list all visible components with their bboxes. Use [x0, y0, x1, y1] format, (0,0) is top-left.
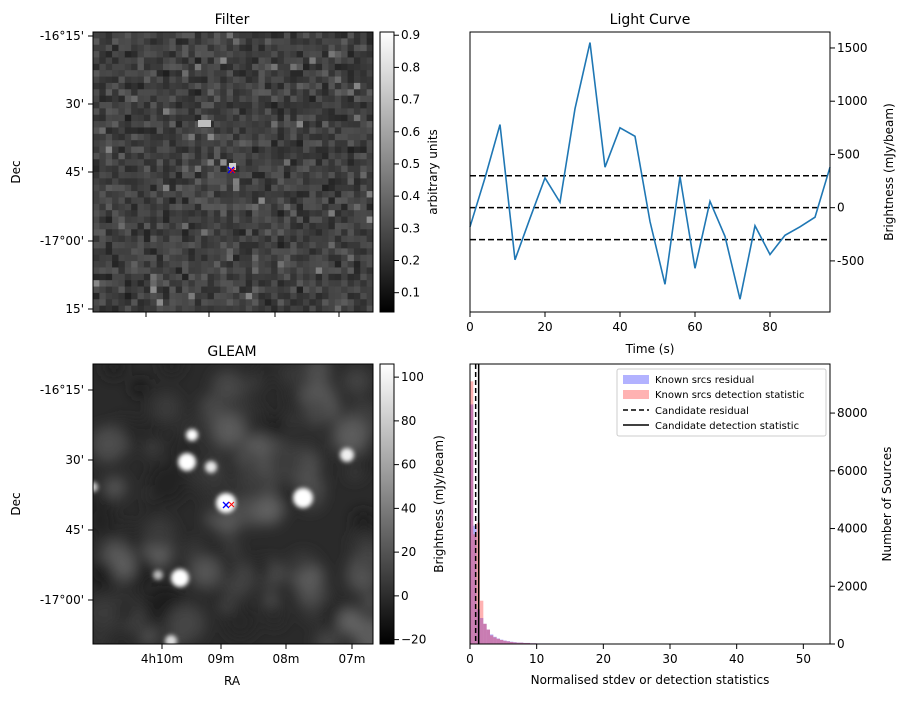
histogram-x-tick-label: 0 [466, 652, 474, 666]
colorbar-tick-label: −20 [401, 633, 426, 647]
gleam-x-tick-label: 08m [273, 652, 300, 666]
gleam-colorbar-label: Brightness (mJy/beam) [432, 435, 446, 573]
filter-y-tick-label: 15' [65, 302, 84, 316]
histogram-panel: 0 10 20 30 40 50 0 2000 4000 6000 8000 Normalised … [466, 364, 894, 687]
gleam-y-ticks: -16°15' 30' 45' -17°00' [40, 383, 93, 607]
gleam-x-tick-label: 09m [208, 652, 235, 666]
colorbar-tick-label: 0.6 [401, 125, 420, 139]
legend-swatch-residual [623, 375, 649, 384]
gleam-x-tick-label: 07m [339, 652, 366, 666]
gleam-y-label: Dec [9, 492, 23, 515]
histogram-y-tick-label: 2000 [837, 579, 868, 593]
filter-panel: Filter -16°15' 30' 45' -17°00' 15' Dec [9, 12, 440, 317]
filter-title: Filter [215, 12, 250, 28]
colorbar-tick-label: 100 [401, 370, 424, 384]
histogram-y-tick-label: 0 [837, 637, 845, 651]
colorbar-tick-label: 0.8 [401, 60, 420, 74]
gleam-title: GLEAM [207, 344, 256, 360]
lightcurve-title: Light Curve [610, 12, 691, 28]
filter-y-tick-label: -17°00' [40, 234, 84, 248]
colorbar-tick-label: 0.1 [401, 286, 420, 300]
colorbar-tick-label: 0.3 [401, 221, 420, 235]
detection-bar [487, 630, 490, 644]
colorbar-tick-label: 40 [401, 501, 416, 515]
filter-y-ticks: -16°15' 30' 45' -17°00' 15' [40, 29, 93, 316]
gleam-x-tick-label: 4h10m [141, 652, 183, 666]
gleam-x-label: RA [224, 674, 241, 688]
lightcurve-x-tick-label: 0 [466, 320, 474, 334]
legend-entry: Known srcs detection statistic [655, 390, 804, 401]
filter-y-tick-label: -16°15' [40, 29, 84, 43]
colorbar-tick-label: 0 [401, 589, 409, 603]
colorbar-tick-label: 0.2 [401, 254, 420, 268]
detection-bar [483, 624, 486, 644]
filter-colorbar-ticks: 0.1 0.2 0.3 0.4 0.5 0.6 0.7 0.8 0.9 [394, 28, 420, 299]
lightcurve-panel: Light Curve 0 20 40 60 80 -500 0 500 1000 1500 Ti… [466, 12, 896, 356]
gleam-y-tick-label: 30' [65, 453, 84, 467]
filter-y-tick-label: 30' [65, 97, 84, 111]
colorbar-tick-label: 0.9 [401, 28, 420, 42]
lightcurve-y-tick-label: 500 [837, 147, 860, 161]
lightcurve-y-tick-label: 0 [837, 201, 845, 215]
histogram-x-tick-label: 40 [729, 652, 744, 666]
histogram-x-tick-label: 30 [662, 652, 677, 666]
gleam-y-tick-label: 45' [65, 523, 84, 537]
detection-bar [500, 640, 503, 644]
filter-y-tick-label: 45' [65, 165, 84, 179]
gleam-y-tick-label: -16°15' [40, 383, 84, 397]
gleam-y-tick-label: -17°00' [40, 593, 84, 607]
histogram-y-label: Number of Sources [880, 447, 894, 562]
histogram-y-tick-label: 6000 [837, 464, 868, 478]
colorbar-tick-label: 20 [401, 545, 416, 559]
legend-entry: Candidate detection statistic [655, 421, 799, 432]
lightcurve-x-tick-label: 60 [687, 320, 702, 334]
detection-bar [480, 601, 483, 644]
histogram-legend: Known srcs residual Known srcs detection… [617, 369, 826, 436]
gleam-panel: GLEAM [9, 344, 446, 688]
lightcurve-plot [470, 43, 830, 300]
filter-colorbar-label: arbitrary units [426, 129, 440, 215]
filter-y-label: Dec [9, 160, 23, 183]
colorbar-tick-label: 0.5 [401, 157, 420, 171]
gleam-colorbar [380, 364, 394, 644]
filter-colorbar [380, 32, 394, 312]
lightcurve-y-tick-label: 1000 [837, 94, 868, 108]
colorbar-tick-label: 80 [401, 414, 416, 428]
lightcurve-y-tick-label: -500 [837, 254, 864, 268]
legend-entry: Known srcs residual [655, 375, 754, 386]
colorbar-tick-label: 0.4 [401, 189, 420, 203]
legend-swatch-detection [623, 390, 649, 399]
histogram-x-tick-label: 20 [596, 652, 611, 666]
histogram-y-tick-label: 4000 [837, 522, 868, 536]
gleam-x-ticks: 4h10m 09m 08m 07m [141, 644, 366, 666]
detection-bar [490, 635, 493, 644]
lightcurve-y-label: Brightness (mJy/beam) [882, 103, 896, 241]
lightcurve-x-tick-label: 40 [612, 320, 627, 334]
legend-entry: Candidate residual [655, 406, 749, 417]
histogram-x-tick-label: 50 [796, 652, 811, 666]
lightcurve-y-tick-label: 1500 [837, 41, 868, 55]
detection-bar [493, 637, 496, 644]
histogram-ticks: 0 10 20 30 40 50 0 2000 4000 6000 8000 [466, 406, 867, 666]
lightcurve-axes-frame [470, 32, 830, 312]
colorbar-tick-label: 0.7 [401, 93, 420, 107]
lightcurve-x-tick-label: 20 [537, 320, 552, 334]
lightcurve-x-label: Time (s) [625, 342, 675, 356]
lightcurve-ticks: 0 20 40 60 80 -500 0 500 1000 1500 [466, 41, 867, 334]
filter-x-ticks [146, 312, 339, 317]
detection-bar [497, 639, 500, 644]
gleam-image [84, 353, 393, 656]
histogram-x-label: Normalised stdev or detection statistics [531, 673, 770, 687]
light-curve-series [470, 43, 830, 300]
colorbar-tick-label: 60 [401, 458, 416, 472]
histogram-x-tick-label: 10 [529, 652, 544, 666]
histogram-y-tick-label: 8000 [837, 406, 868, 420]
lightcurve-x-tick-label: 80 [762, 320, 777, 334]
gleam-colorbar-ticks: −20 0 20 40 60 80 100 [394, 370, 426, 647]
